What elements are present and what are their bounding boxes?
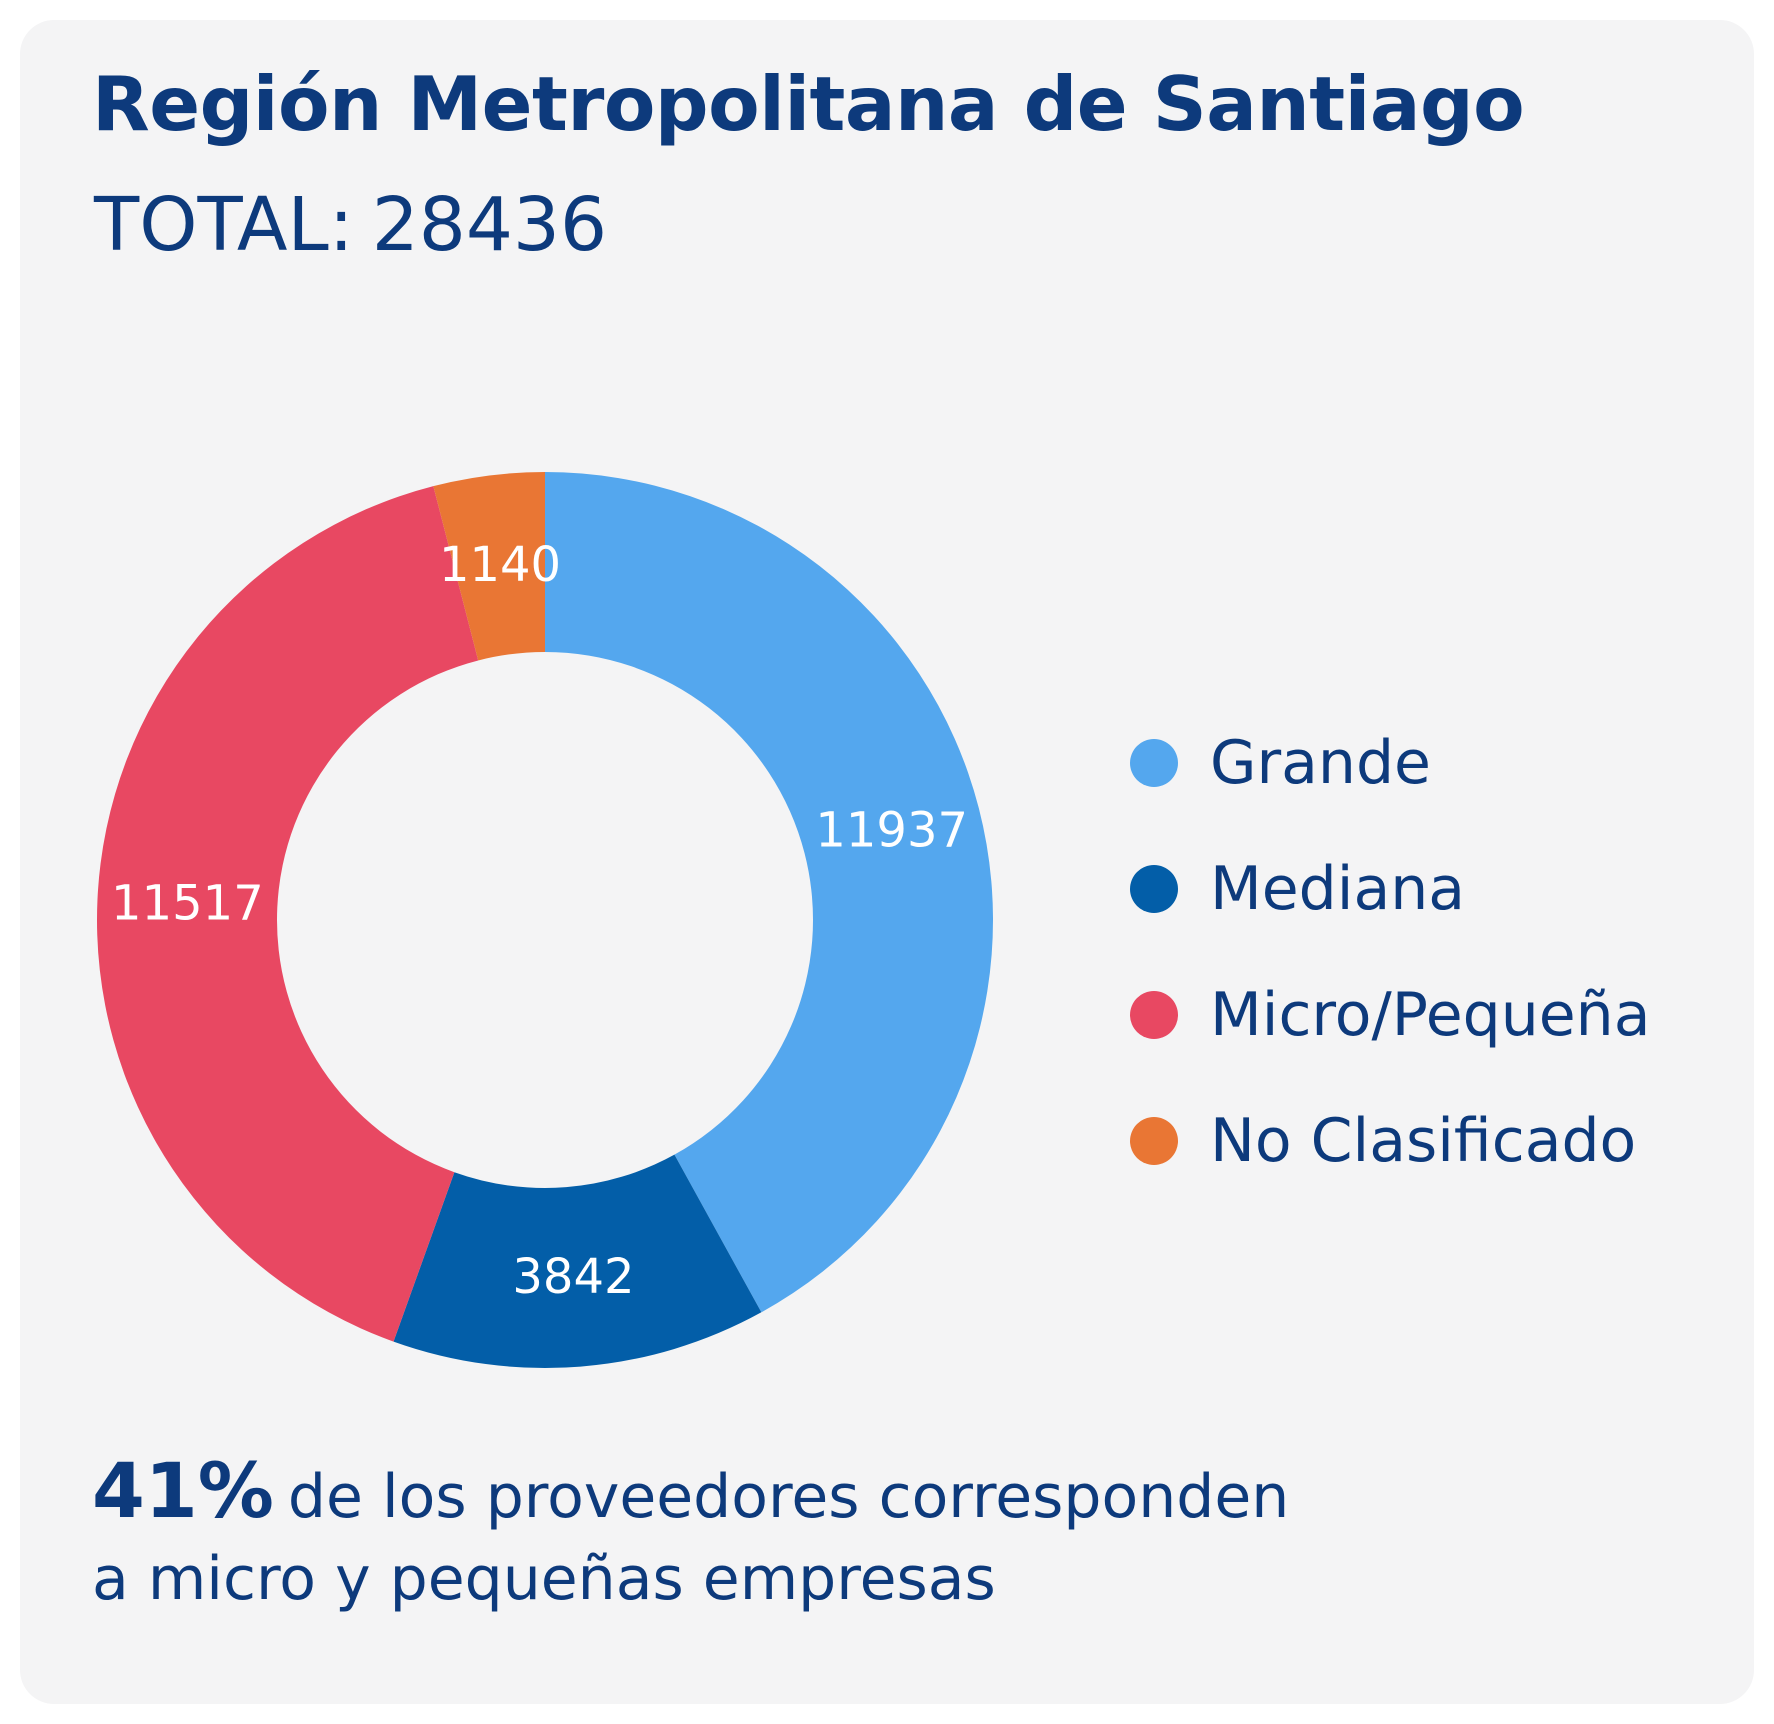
legend: Grande Mediana Micro/Pequeña No Clasific…	[1130, 700, 1730, 1204]
total-label: TOTAL:	[94, 182, 354, 268]
footer-line-1: 41% de los proveedores corresponden	[92, 1450, 1289, 1538]
legend-dot-mediana	[1130, 865, 1178, 913]
total-value: 28436	[371, 182, 608, 268]
donut-label-no-clasificado: 1140	[439, 537, 561, 593]
footer-line-2: a micro y pequeñas empresas	[92, 1544, 996, 1614]
legend-dot-grande	[1130, 739, 1178, 787]
footer-text-1: de los proveedores corresponden	[287, 1462, 1290, 1532]
legend-dot-no-clasificado	[1130, 1117, 1178, 1165]
donut-slice-no-clasificado	[433, 472, 545, 661]
donut-label-mediana: 3842	[512, 1249, 634, 1305]
footer-highlight: 41%	[92, 1446, 274, 1535]
legend-label-no-clasificado: No Clasificado	[1210, 1106, 1637, 1176]
legend-label-micro-pequena: Micro/Pequeña	[1210, 980, 1651, 1050]
legend-label-mediana: Mediana	[1210, 854, 1465, 924]
legend-item-grande: Grande	[1130, 700, 1730, 826]
legend-dot-micro-pequena	[1130, 991, 1178, 1039]
donut-label-grande: 11937	[815, 803, 968, 859]
legend-item-micro-pequena: Micro/Pequeña	[1130, 952, 1730, 1078]
donut-slice-mediana	[393, 1154, 762, 1368]
donut-label-micro-pequena: 11517	[111, 875, 264, 931]
footer-note: 41% de los proveedores corresponden a mic…	[92, 1450, 1289, 1620]
total-summary: TOTAL: 28436	[94, 182, 607, 268]
donut-slice-grande	[545, 472, 994, 1313]
chart-title: Región Metropolitana de Santiago	[92, 60, 1525, 148]
legend-item-no-clasificado: No Clasificado	[1130, 1078, 1730, 1204]
donut-slice-micro-pequena	[96, 486, 479, 1342]
legend-item-mediana: Mediana	[1130, 826, 1730, 952]
legend-label-grande: Grande	[1210, 728, 1431, 798]
